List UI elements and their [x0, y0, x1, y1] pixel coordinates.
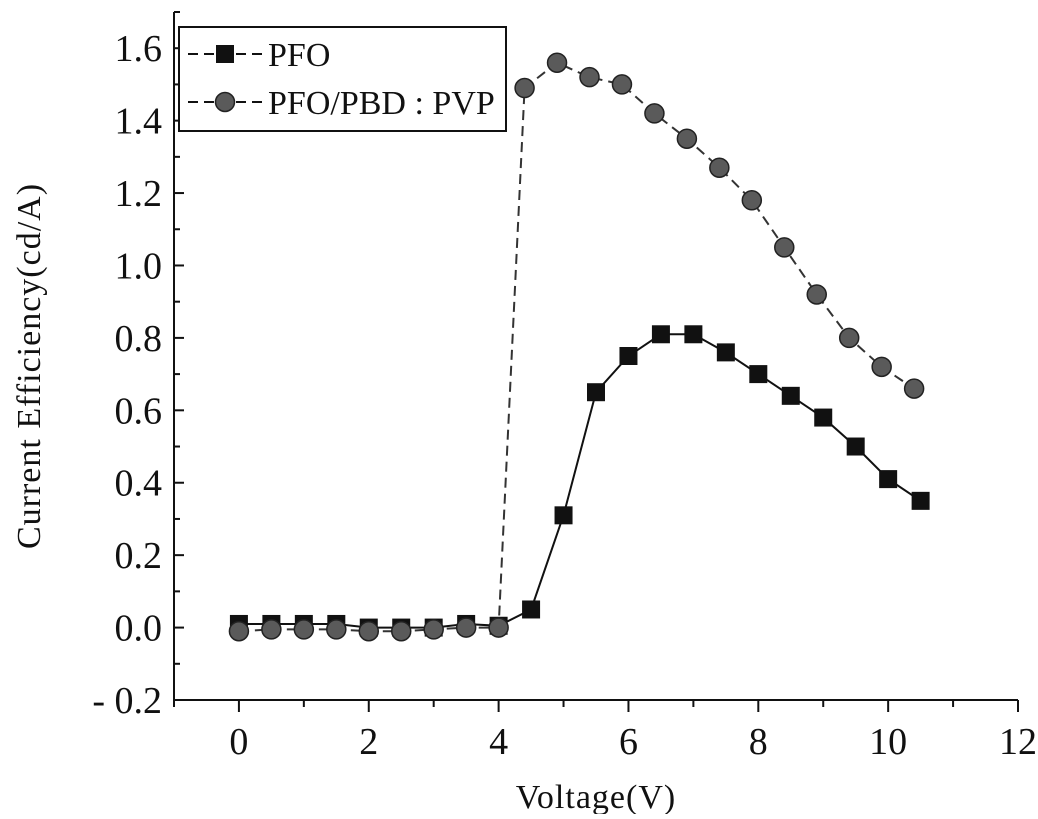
legend-label: PFO [268, 37, 330, 74]
y-tick-label: 0.0 [115, 608, 163, 650]
data-point-circle [326, 619, 347, 640]
data-point-square [651, 325, 670, 344]
legend-label: PFO/PBD : PVP [268, 85, 495, 122]
data-point-square [619, 347, 638, 365]
series-line [238, 333, 922, 629]
data-point-circle [579, 66, 600, 88]
x-tick-label: 10 [869, 721, 907, 763]
y-tick-label: 0.4 [115, 463, 163, 505]
data-point-circle [488, 617, 509, 638]
legend-square-marker [216, 45, 234, 63]
y-tick-label: 0.2 [115, 535, 163, 577]
data-point-circle [903, 378, 925, 399]
y-tick-label: - 0.2 [92, 680, 162, 722]
data-point-circle [806, 284, 827, 305]
series-layer [228, 52, 930, 642]
x-tick-label: 4 [489, 721, 508, 763]
data-point-square [554, 506, 573, 525]
y-tick-label: 1.0 [115, 245, 163, 287]
data-point-circle [546, 52, 568, 73]
data-point-circle [423, 619, 444, 640]
data-point-circle [611, 74, 633, 95]
data-point-circle [644, 103, 665, 124]
data-point-circle [261, 619, 282, 640]
series-line [238, 61, 915, 633]
data-point-square [587, 383, 605, 402]
y-axis-title: Current Efficiency(cd/A) [11, 183, 48, 549]
y-tick-label: 1.2 [115, 173, 163, 215]
x-tick-label: 6 [619, 721, 638, 763]
data-point-circle [741, 190, 763, 211]
data-point-circle [774, 237, 795, 258]
y-tick-label: 1.4 [115, 101, 163, 143]
y-tick-label: 0.8 [115, 318, 163, 360]
data-point-square [846, 437, 865, 456]
data-point-square [684, 325, 703, 344]
data-point-circle [293, 619, 315, 640]
axes-layer: - 0.2 0.0 0.2 0.4 0.6 0.8 1.0 1.2 1.4 1.6 0 2 4 6 8 10 1… [11, 11, 1037, 816]
data-point-circle [676, 128, 698, 149]
x-tick-label: 12 [999, 721, 1037, 763]
data-point-circle [228, 620, 250, 642]
data-point-square [522, 600, 541, 619]
data-point-circle [709, 157, 730, 178]
data-point-circle [838, 327, 860, 349]
x-tick-label: 2 [359, 721, 378, 763]
data-point-circle [871, 356, 892, 378]
data-point-circle [358, 620, 380, 642]
x-tick-label: 0 [229, 721, 248, 763]
legend-box [178, 26, 507, 132]
data-point-circle [514, 77, 535, 99]
x-tick-label: 8 [749, 721, 768, 763]
y-tick-label: 1.6 [115, 28, 163, 70]
series-1 [228, 52, 925, 642]
data-point-square [781, 386, 800, 405]
legend-circle-marker [214, 91, 236, 113]
data-point-square [911, 491, 930, 510]
series-0 [229, 325, 930, 637]
data-point-square [749, 365, 768, 384]
y-tick-label: 0.6 [115, 390, 163, 432]
x-axis-title: Voltage(V) [516, 779, 676, 814]
data-point-circle [455, 617, 477, 638]
data-point-square [814, 408, 833, 427]
data-point-square [879, 470, 898, 489]
data-point-square [716, 343, 735, 362]
data-point-circle [390, 620, 412, 642]
legend: PFO PFO/PBD : PVP [178, 26, 507, 132]
